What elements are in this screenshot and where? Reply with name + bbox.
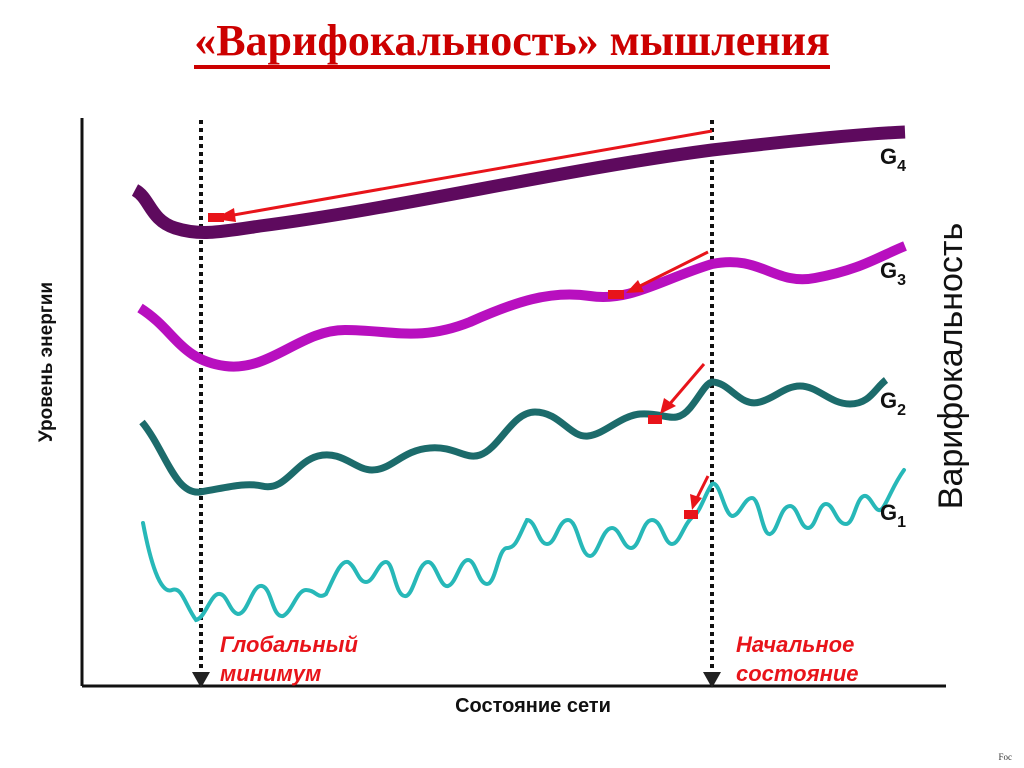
curve-g1 (141, 468, 906, 623)
curve-g4 (131, 125, 906, 239)
curve-label-g4: G4 (880, 144, 906, 175)
slide-title-text: «Варифокальность» мышления (194, 16, 830, 69)
y-axis-label: Уровень энергии (36, 282, 57, 442)
global-minimum-label: Глобальный минимум (220, 632, 364, 686)
arrow-g2 (666, 363, 706, 407)
initial-state-arrowhead (703, 672, 721, 688)
arrow-g1 (694, 475, 710, 501)
arrow-g3 (635, 250, 709, 290)
curve-g2 (139, 377, 889, 496)
arrow-g4 (227, 129, 713, 218)
corner-note: Foc (998, 752, 1013, 762)
side-label: Варифокальность (932, 223, 970, 509)
curve-label-g3: G3 (880, 258, 906, 289)
marker-g4 (208, 213, 224, 222)
marker-g2 (648, 415, 662, 424)
transition-arrows (208, 129, 713, 519)
marker-g3 (608, 290, 624, 299)
arrow-g1-head (690, 494, 702, 510)
initial-state-label: Начальное состояние (736, 632, 860, 686)
curve-label-g1: G1 (880, 500, 906, 531)
arrow-g3-head (626, 280, 644, 293)
curve-g3 (137, 241, 907, 372)
x-axis-label: Состояние сети (455, 695, 611, 717)
arrow-g2-head (660, 398, 676, 414)
slide-title: «Варифокальность» мышления (0, 14, 1024, 69)
curve-label-g2: G2 (880, 388, 906, 419)
global-minimum-arrowhead (192, 672, 210, 688)
marker-g1 (684, 510, 698, 519)
